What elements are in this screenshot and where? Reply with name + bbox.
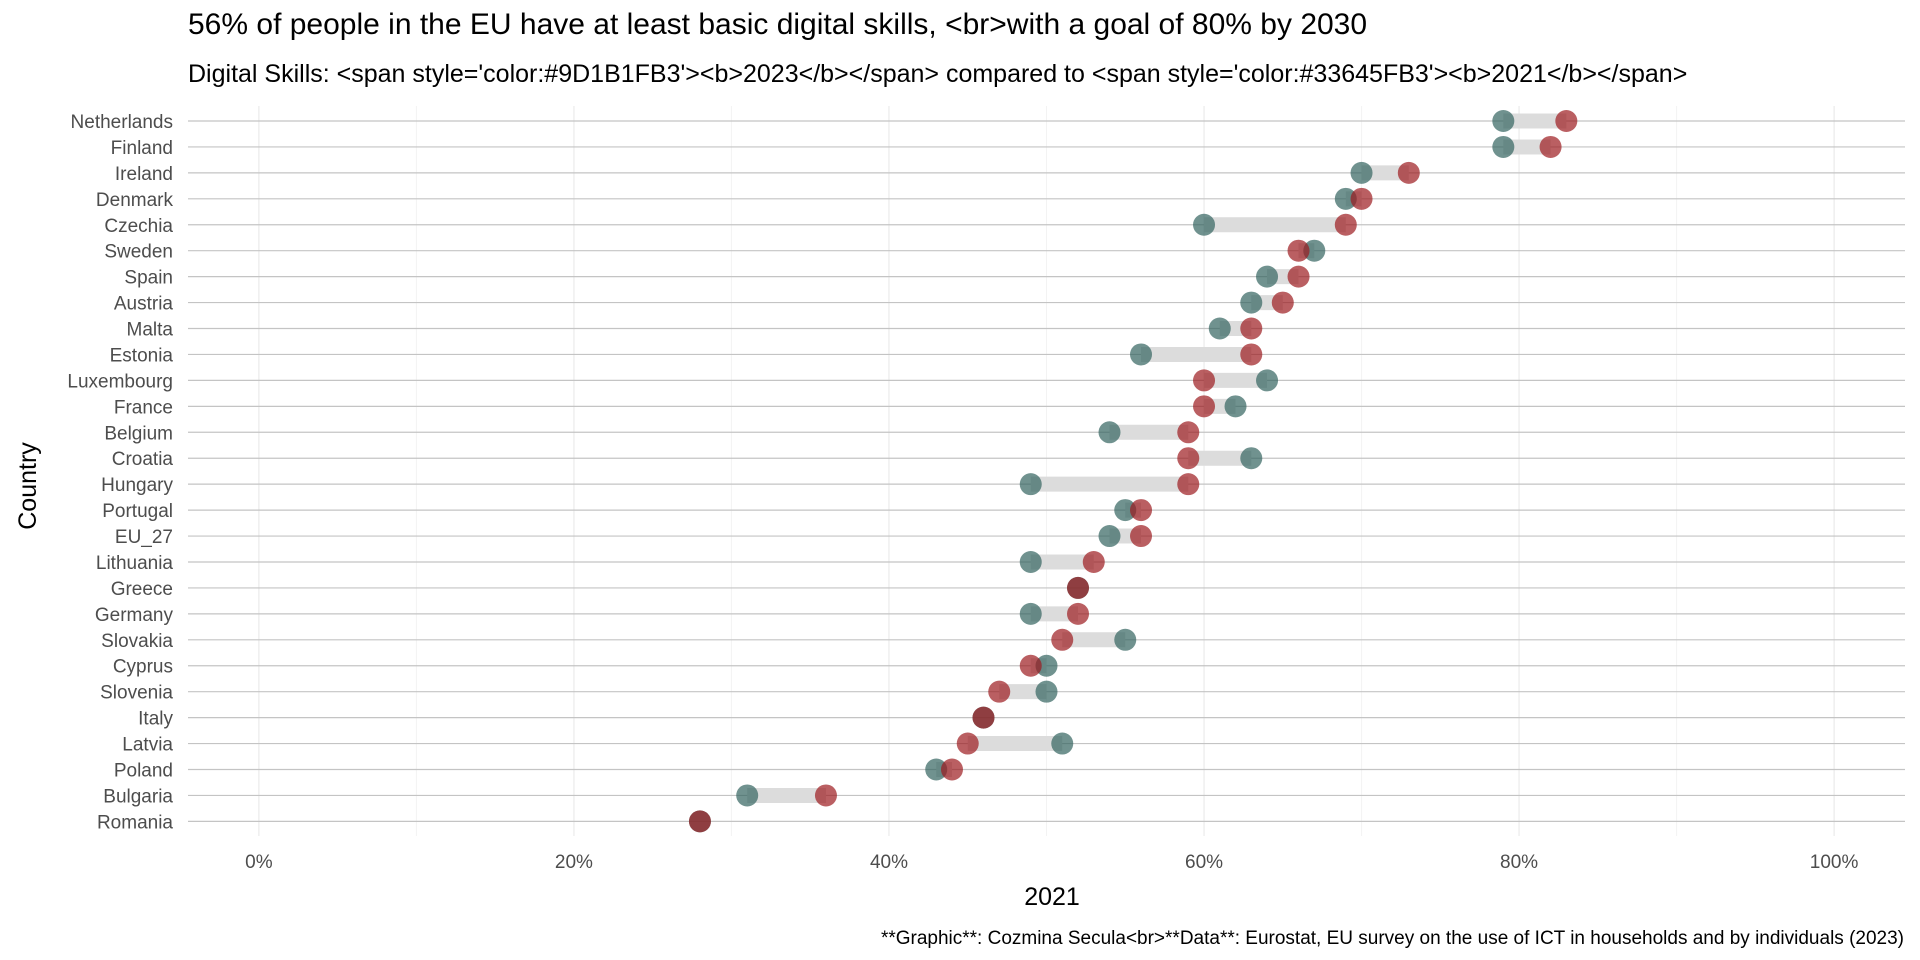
point-2021 <box>1240 447 1263 470</box>
point-2021 <box>1114 628 1137 651</box>
point-2023 <box>1240 317 1263 340</box>
y-tick-label: Austria <box>114 294 174 315</box>
point-2021 <box>1256 369 1279 392</box>
point-2021 <box>1098 525 1121 548</box>
x-tick-label: 0% <box>245 852 273 873</box>
point-2023 <box>1240 343 1263 366</box>
chart-title: 56% of people in the EU have at least ba… <box>188 8 1368 41</box>
point-2021 <box>1130 343 1153 366</box>
point-2021 <box>1114 499 1137 522</box>
point-2023 <box>940 758 963 781</box>
mark-layer <box>688 110 1578 833</box>
y-tick-label: Netherlands <box>71 112 173 133</box>
point-2023 <box>688 810 711 833</box>
point-2023 <box>1019 654 1042 677</box>
point-2023 <box>1539 135 1562 158</box>
y-tick-label: Croatia <box>112 449 174 470</box>
x-tick-label: 100% <box>1810 852 1859 873</box>
y-tick-label: Sweden <box>104 242 173 263</box>
y-tick-label: Bulgaria <box>103 786 173 807</box>
point-2021 <box>1492 135 1515 158</box>
point-2023 <box>1177 421 1200 444</box>
point-2021 <box>1350 161 1373 184</box>
point-2023 <box>1397 161 1420 184</box>
x-tick-label: 20% <box>555 852 593 873</box>
point-2023 <box>814 784 837 807</box>
y-tick-label: Lithuania <box>96 553 174 574</box>
point-2023 <box>1350 187 1373 210</box>
point-2021 <box>1224 395 1247 418</box>
point-2021 <box>925 758 948 781</box>
y-tick-label: Estonia <box>110 345 174 366</box>
y-axis-title: Country <box>14 442 42 530</box>
point-2021 <box>1334 187 1357 210</box>
grid-layer <box>258 106 1835 836</box>
y-tick-label: Malta <box>127 320 174 341</box>
point-2023 <box>1177 473 1200 496</box>
y-tick-label: Germany <box>95 605 174 626</box>
point-2023 <box>1193 395 1216 418</box>
row-layer <box>188 120 1905 822</box>
point-2021 <box>1098 421 1121 444</box>
y-tick-label: EU_27 <box>115 527 173 548</box>
y-tick-label: Poland <box>114 761 173 782</box>
chart-subtitle: Digital Skills: <span style='color:#9D1B… <box>188 60 1688 88</box>
y-tick-label: Greece <box>111 579 173 600</box>
point-2023 <box>972 706 995 729</box>
y-tick-label: Belgium <box>104 423 173 444</box>
point-2021 <box>1193 213 1216 236</box>
point-2021 <box>1240 291 1263 314</box>
point-2023 <box>1082 550 1105 573</box>
point-2023 <box>1067 602 1090 625</box>
point-2021 <box>1492 110 1515 132</box>
point-2023 <box>1177 447 1200 470</box>
point-2023 <box>1555 110 1578 132</box>
point-2023 <box>1130 525 1153 548</box>
tick-layer: 0% 20% 40% 60% 80% 100% Netherlands Finland Irel… <box>67 112 1858 873</box>
y-tick-label: Denmark <box>96 190 174 211</box>
x-tick-label: 60% <box>1185 852 1223 873</box>
y-tick-label: Ireland <box>115 164 173 185</box>
point-2023 <box>1130 499 1153 522</box>
y-tick-label: Czechia <box>104 216 173 237</box>
point-2021 <box>1035 680 1058 703</box>
y-tick-label: Slovakia <box>101 631 173 652</box>
y-tick-label: Portugal <box>102 501 173 522</box>
y-tick-label: Spain <box>124 268 173 289</box>
point-2021 <box>1019 473 1042 496</box>
y-tick-label: Italy <box>138 709 173 730</box>
point-2021 <box>1019 550 1042 573</box>
y-tick-label: France <box>114 397 173 418</box>
x-tick-label: 40% <box>870 852 908 873</box>
point-2023 <box>1067 576 1090 599</box>
point-2023 <box>1271 291 1294 314</box>
point-2021 <box>1035 654 1058 677</box>
point-2021 <box>1208 317 1231 340</box>
point-2021 <box>1256 265 1279 288</box>
point-2023 <box>956 732 979 755</box>
chart-caption: **Graphic**: Cozmina Secula<br>**Data**:… <box>880 928 1904 949</box>
point-2023 <box>1287 239 1310 262</box>
y-tick-label: Slovenia <box>100 683 173 704</box>
point-2021 <box>736 784 759 807</box>
point-2021 <box>1019 602 1042 625</box>
point-2021 <box>1303 239 1326 262</box>
point-2023 <box>1193 369 1216 392</box>
y-tick-label: Luxembourg <box>67 371 173 392</box>
y-tick-label: Cyprus <box>113 657 173 678</box>
point-2023 <box>1051 628 1074 651</box>
point-2021 <box>1051 732 1074 755</box>
y-tick-label: Latvia <box>122 735 173 756</box>
y-tick-label: Hungary <box>101 475 173 496</box>
x-axis-title: 2021 <box>1024 883 1080 911</box>
point-2023 <box>1334 213 1357 236</box>
y-tick-label: Finland <box>111 138 173 159</box>
point-2023 <box>988 680 1011 703</box>
x-tick-label: 80% <box>1500 852 1538 873</box>
point-2023 <box>1287 265 1310 288</box>
y-tick-label: Romania <box>97 812 173 833</box>
